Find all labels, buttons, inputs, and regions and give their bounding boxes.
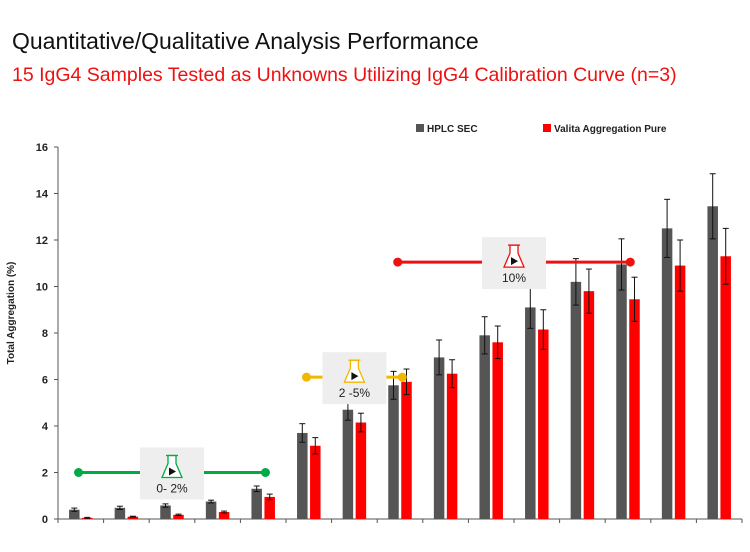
y-tick-label: 8 <box>42 328 48 340</box>
range-end-dot <box>625 257 635 267</box>
bar-valita <box>264 496 275 519</box>
range-end-dot <box>260 468 270 477</box>
bar-hplc-sec <box>661 228 673 519</box>
page-subtitle: 15 IgG4 Samples Tested as Unknowns Utili… <box>12 64 677 86</box>
y-tick-label: 6 <box>42 375 48 387</box>
cursor-icon <box>511 257 518 266</box>
bar-valita <box>538 329 549 519</box>
bars-layer <box>69 173 731 519</box>
bar-hplc-sec <box>525 307 536 519</box>
bar-hplc-sec <box>570 281 582 519</box>
legend: HPLC SEC Valita Aggregation Pure <box>416 124 667 135</box>
bar-hplc-sec <box>297 432 308 519</box>
bar-hplc-sec <box>69 509 80 519</box>
legend-label-hplc-sec: HPLC SEC <box>427 124 478 135</box>
bar-valita <box>218 512 230 519</box>
range-end-dot <box>302 372 312 382</box>
bar-valita <box>401 381 412 519</box>
bar-valita <box>446 373 458 519</box>
range-label: 0- 2% <box>156 482 188 496</box>
legend-swatch-hplc-sec <box>416 124 424 132</box>
bar-valita <box>629 299 640 519</box>
bar-hplc-sec <box>479 335 490 519</box>
y-tick-label: 0 <box>42 514 48 526</box>
cursor-icon <box>351 372 359 381</box>
y-axis: 0 2 4 6 8 10 12 14 16 <box>36 142 743 526</box>
page-title: Quantitative/Qualitative Analysis Perfor… <box>12 28 479 54</box>
bar-hplc-sec <box>114 507 126 519</box>
y-tick-label: 10 <box>36 282 48 294</box>
y-tick-label: 14 <box>36 189 49 201</box>
range-label: 2 -5% <box>339 386 371 400</box>
y-tick-label: 12 <box>36 235 48 247</box>
y-axis-label: Total Aggregation (%) <box>6 262 17 365</box>
bar-hplc-sec <box>707 206 718 519</box>
range-end-dot <box>74 468 84 477</box>
bar-valita <box>674 265 686 519</box>
legend-swatch-valita <box>543 124 551 132</box>
bar-valita <box>173 514 184 519</box>
bar-hplc-sec <box>205 501 217 519</box>
y-tick-label: 2 <box>42 468 48 480</box>
bar-valita <box>720 256 731 519</box>
bar-hplc-sec <box>388 385 399 519</box>
y-tick-label: 4 <box>42 421 49 433</box>
bar-valita <box>310 445 321 519</box>
range-label: 10% <box>502 271 526 285</box>
range-end-dot <box>393 257 403 267</box>
y-tick-label: 16 <box>36 142 48 154</box>
bar-hplc-sec <box>342 409 354 519</box>
bar-hplc-sec <box>160 505 171 519</box>
bar-valita <box>127 516 139 519</box>
bar-hplc-sec <box>616 264 627 519</box>
legend-label-valita: Valita Aggregation Pure <box>554 124 667 135</box>
bar-hplc-sec <box>433 357 445 519</box>
bar-valita <box>355 422 367 519</box>
bar-hplc-sec <box>251 488 262 519</box>
range-end-dot <box>397 372 407 382</box>
cursor-icon <box>169 467 176 476</box>
bar-valita <box>583 291 595 519</box>
bar-valita <box>492 342 503 519</box>
range-annotations: 0- 2% 2 -5% 10% <box>74 237 635 500</box>
